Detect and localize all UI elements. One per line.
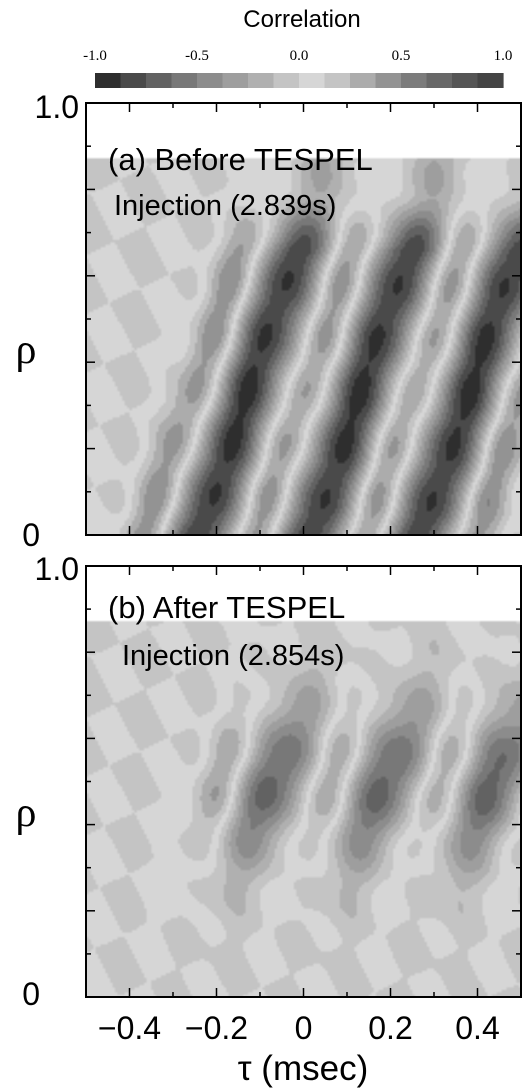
y-axis-label-a: ρ — [16, 327, 37, 373]
colorbar-cell — [120, 73, 147, 88]
colorbar-cell — [273, 73, 300, 88]
x-tick-label: −0.4 — [98, 1010, 161, 1046]
colorbar: Correlation -1.0 -0.5 0.0 0.5 1.0 — [83, 6, 512, 88]
x-tick-label: 0.2 — [368, 1010, 412, 1046]
colorbar-cell — [401, 73, 428, 88]
colorbar-cell — [95, 73, 122, 88]
colorbar-gradient — [95, 73, 504, 88]
colorbar-cell — [222, 73, 249, 88]
colorbar-cell — [248, 73, 275, 88]
colorbar-cell — [452, 73, 479, 88]
x-axis-label: τ (msec) — [238, 1049, 368, 1088]
y-axis-label-b: ρ — [16, 790, 37, 836]
ticks-a — [85, 102, 522, 536]
colorbar-cell — [426, 73, 453, 88]
heatmap-b — [86, 566, 521, 997]
y-tick-label-bottom-b: 0 — [22, 976, 40, 1012]
colorbar-tick-label: 1.0 — [494, 48, 513, 64]
colorbar-cell — [299, 73, 326, 88]
colorbar-cell — [171, 73, 198, 88]
colorbar-cell — [324, 73, 351, 88]
colorbar-tick-label: 0.5 — [392, 48, 411, 64]
colorbar-cell — [477, 73, 504, 88]
y-tick-label-top-b: 1.0 — [35, 551, 79, 587]
colorbar-tick-label: -0.5 — [185, 48, 209, 64]
panel-a: (a) Before TESPEL Injection (2.839s) 1.0… — [16, 89, 522, 553]
panel-b-subtitle: Injection (2.854s) — [122, 640, 344, 672]
colorbar-cell — [375, 73, 402, 88]
colorbar-ticks: -1.0 -0.5 0.0 0.5 1.0 — [83, 48, 512, 64]
colorbar-cell — [146, 73, 173, 88]
x-tick-label: 0 — [295, 1010, 313, 1046]
panel-b: (b) After TESPEL Injection (2.854s) 1.0 … — [16, 551, 522, 1088]
colorbar-tick-label: 0.0 — [290, 48, 309, 64]
panel-a-subtitle: Injection (2.839s) — [114, 190, 336, 222]
panel-b-title: (b) After TESPEL — [108, 590, 345, 625]
x-tick-labels-b: −0.4 −0.2 0 0.2 0.4 — [98, 1010, 500, 1046]
ticks-b — [85, 565, 522, 998]
x-tick-label: 0.4 — [455, 1010, 499, 1046]
y-tick-label-top-a: 1.0 — [35, 89, 79, 125]
colorbar-title: Correlation — [243, 6, 360, 33]
y-tick-label-bottom-a: 0 — [22, 517, 40, 553]
heatmap-a — [86, 103, 521, 535]
panel-a-title: (a) Before TESPEL — [108, 142, 373, 177]
colorbar-cell — [197, 73, 224, 88]
colorbar-tick-label: -1.0 — [83, 48, 107, 64]
colorbar-cell — [350, 73, 377, 88]
x-tick-label: −0.2 — [185, 1010, 248, 1046]
